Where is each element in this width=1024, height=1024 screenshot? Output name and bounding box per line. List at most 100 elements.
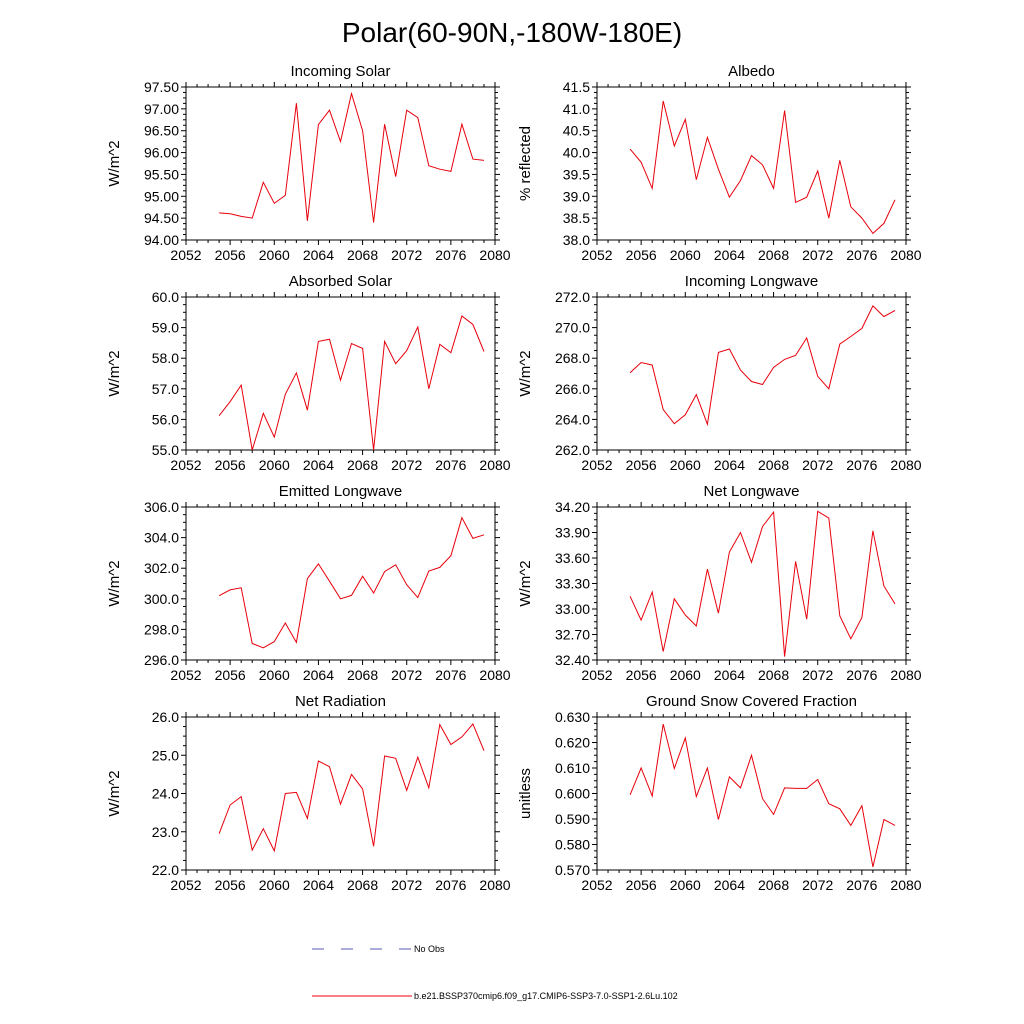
y-tick-label: 32.70 xyxy=(555,627,590,643)
y-tick-label: 57.0 xyxy=(152,381,179,397)
y-axis-title: unitless xyxy=(517,768,534,819)
y-tick-label: 58.0 xyxy=(152,350,179,366)
y-tick-label: 0.620 xyxy=(555,735,590,751)
y-tick-label: 304.0 xyxy=(144,530,179,546)
x-tick-label: 2052 xyxy=(581,667,612,683)
y-tick-label: 40.5 xyxy=(563,123,590,139)
chart-panel: 2052 2056 2060 2064 2068 2072 2076 2080 262.0 264… xyxy=(517,273,922,473)
y-tick-label: 298.0 xyxy=(144,621,179,637)
y-axis-title: W/m^2 xyxy=(106,560,123,606)
x-tick-label: 2072 xyxy=(802,457,833,473)
x-tick-label: 2064 xyxy=(303,457,334,473)
chart-panel: 2052 2056 2060 2064 2068 2072 2076 2080 0.570 0.5… xyxy=(517,693,922,893)
figure-title: Polar(60-90N,-180W-180E) xyxy=(342,17,682,48)
panel-title: Net Radiation xyxy=(295,693,386,710)
chart-panel: 2052 2056 2060 2064 2068 2072 2076 2080 94.00 94.… xyxy=(106,63,511,263)
series-line xyxy=(218,516,485,649)
x-tick-label: 2064 xyxy=(714,457,745,473)
y-tick-label: 39.5 xyxy=(563,166,590,182)
x-tick-label: 2056 xyxy=(626,457,657,473)
y-tick-label: 266.0 xyxy=(555,381,590,397)
x-tick-label: 2068 xyxy=(758,667,789,683)
plot-frame xyxy=(185,86,496,241)
x-tick-label: 2056 xyxy=(626,877,657,893)
legend-obs-label: No Obs xyxy=(414,944,445,954)
plot-frame xyxy=(596,86,907,241)
x-tick-label: 2056 xyxy=(626,247,657,263)
x-tick-label: 2060 xyxy=(670,877,701,893)
x-tick-label: 2080 xyxy=(479,457,510,473)
y-tick-label: 56.0 xyxy=(152,411,179,427)
y-tick-label: 296.0 xyxy=(144,652,179,668)
plot-frame xyxy=(596,506,907,661)
x-tick-label: 2068 xyxy=(758,877,789,893)
y-tick-label: 0.570 xyxy=(555,862,590,878)
y-tick-label: 272.0 xyxy=(555,289,590,305)
y-tick-label: 60.0 xyxy=(152,289,179,305)
x-tick-label: 2072 xyxy=(391,877,422,893)
x-tick-label: 2056 xyxy=(215,877,246,893)
x-tick-label: 2060 xyxy=(670,247,701,263)
panel-title: Ground Snow Covered Fraction xyxy=(646,693,857,710)
y-tick-label: 33.60 xyxy=(555,550,590,566)
panel-title: Albedo xyxy=(728,63,775,80)
y-tick-label: 41.5 xyxy=(563,79,590,95)
plot-frame xyxy=(185,506,496,661)
y-tick-label: 97.00 xyxy=(144,101,179,117)
x-tick-label: 2064 xyxy=(303,247,334,263)
y-axis-title: W/m^2 xyxy=(106,140,123,186)
panel-title: Incoming Longwave xyxy=(685,273,818,290)
y-tick-label: 300.0 xyxy=(144,591,179,607)
x-tick-label: 2052 xyxy=(581,247,612,263)
y-tick-label: 55.0 xyxy=(152,442,179,458)
series-line xyxy=(218,315,485,451)
y-tick-label: 24.0 xyxy=(152,786,179,802)
x-tick-label: 2052 xyxy=(170,877,201,893)
x-tick-label: 2060 xyxy=(670,457,701,473)
panel-title: Emitted Longwave xyxy=(279,483,402,500)
y-tick-label: 0.630 xyxy=(555,709,590,725)
y-tick-label: 38.5 xyxy=(563,210,590,226)
x-tick-label: 2076 xyxy=(435,247,466,263)
x-tick-label: 2076 xyxy=(435,667,466,683)
x-tick-label: 2068 xyxy=(758,247,789,263)
panel-title: Absorbed Solar xyxy=(289,273,392,290)
legend: No Obs b.e21.BSSP370cmip6.f09_g17.CMIP6-… xyxy=(312,944,678,1001)
plot-frame xyxy=(596,716,907,871)
x-tick-label: 2060 xyxy=(259,667,290,683)
x-tick-label: 2072 xyxy=(802,667,833,683)
y-tick-label: 39.0 xyxy=(563,188,590,204)
plot-frame xyxy=(185,296,496,451)
chart-panel: 2052 2056 2060 2064 2068 2072 2076 2080 38.0 38.5… xyxy=(517,63,922,263)
y-tick-label: 264.0 xyxy=(555,411,590,427)
y-axis-title: W/m^2 xyxy=(106,350,123,396)
x-tick-label: 2068 xyxy=(758,457,789,473)
x-tick-label: 2064 xyxy=(714,667,745,683)
series-line xyxy=(629,510,896,657)
y-tick-label: 0.610 xyxy=(555,760,590,776)
x-tick-label: 2052 xyxy=(170,457,201,473)
x-tick-label: 2068 xyxy=(347,877,378,893)
x-tick-label: 2064 xyxy=(714,877,745,893)
y-tick-label: 97.50 xyxy=(144,79,179,95)
y-tick-label: 0.600 xyxy=(555,786,590,802)
plot-frame xyxy=(596,296,907,451)
x-tick-label: 2080 xyxy=(479,667,510,683)
x-tick-label: 2052 xyxy=(170,247,201,263)
y-tick-label: 94.50 xyxy=(144,210,179,226)
y-axis-title: W/m^2 xyxy=(517,350,534,396)
x-tick-label: 2064 xyxy=(303,877,334,893)
x-tick-label: 2060 xyxy=(259,457,290,473)
x-tick-label: 2064 xyxy=(303,667,334,683)
x-tick-label: 2052 xyxy=(581,457,612,473)
y-tick-label: 26.0 xyxy=(152,709,179,725)
x-tick-label: 2080 xyxy=(890,247,921,263)
y-axis-title: W/m^2 xyxy=(106,770,123,816)
y-tick-label: 22.0 xyxy=(152,862,179,878)
x-tick-label: 2080 xyxy=(890,877,921,893)
y-tick-label: 40.0 xyxy=(563,145,590,161)
x-tick-label: 2060 xyxy=(259,877,290,893)
y-tick-label: 302.0 xyxy=(144,560,179,576)
y-tick-label: 25.0 xyxy=(152,747,179,763)
x-tick-label: 2072 xyxy=(391,457,422,473)
